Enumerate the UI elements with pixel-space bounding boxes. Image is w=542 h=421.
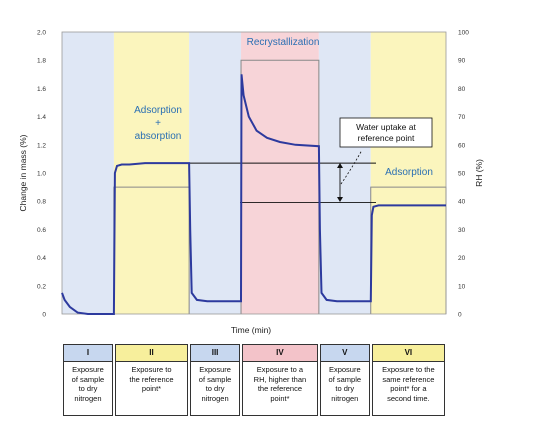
callout-text-2: reference point [358,133,415,143]
y-tick-label-right: 20 [458,255,466,262]
phase-description: Exposure to the same reference point* for … [373,362,444,406]
phase-table: I Exposure of sample to dry nitrogen II Exposu… [0,344,542,418]
y-tick-label-right: 10 [458,283,466,290]
phase-description-line: Exposure to [131,365,172,374]
phase-description: Exposure of sample to dry nitrogen [64,362,112,406]
y-tick-label-left: 1.0 [37,171,46,178]
phase-numeral: IV [243,345,317,362]
callout-leader [340,149,363,185]
y-tick-label-left: 1.4 [37,114,46,121]
y-tick-label-left: 2.0 [37,30,46,37]
y-tick-label-left: 0.2 [37,283,46,290]
left-axis-ticks: 0 0.2 0.4 0.6 0.8 1.0 1.2 1.4 1.6 1.8 2.0 [37,30,46,319]
phase-description-line: the reference [129,374,174,384]
phase-description: Exposure to a RH, higher than the referenc… [243,362,317,406]
reference-lines [189,162,376,204]
right-axis-ticks: 0 10 20 30 40 50 60 70 80 90 100 [458,30,469,319]
y-tick-label-right: 80 [458,86,466,93]
phase-description-line: Exposure [199,365,231,374]
label-adsorption: Adsorption [385,167,433,178]
callout-box: Water uptake at reference point [339,117,433,148]
phase-regions [62,32,446,314]
plot-frame [61,31,447,315]
region-VI [370,32,446,314]
phase-numeral: V [320,345,369,362]
phase-description-line: to dry [78,384,98,393]
callout-text-1: Water uptake at [356,122,416,132]
arrow-head-up [337,163,343,168]
y-tick-label-left: 1.6 [37,86,46,93]
phase-cell-V: V Exposure of sample to dry nitrogen [319,344,370,416]
region-V [318,32,371,314]
y-tick-label-left: 1.8 [37,58,46,65]
phase-description-line: to dry [205,384,225,393]
region-III [189,32,242,314]
phase-cell-IV: IV Exposure to a RH, higher than the refere… [242,344,318,416]
y-tick-label-right: 100 [458,30,469,37]
mass-change-chart: 0 0.2 0.4 0.6 0.8 1.0 1.2 1.4 1.6 1.8 2.0 0 10 20 30 4… [18,30,484,336]
phase-description-line: of sample [71,374,105,384]
label-adsorption-absorption-3: absorption [135,131,182,142]
phase-cell-III: III Exposure of sample to dry nitrogen [190,344,241,416]
phase-description-line: to dry [335,384,355,393]
x-axis-title: Time (min) [231,325,271,335]
region-I [62,32,114,314]
phase-description-line: RH, higher than [253,374,307,384]
phase-numeral: II [115,345,188,362]
phase-numeral: III [191,345,240,362]
y-tick-label-right: 70 [458,114,466,121]
label-adsorption-absorption-2: + [155,118,161,129]
phase-description-line: same reference [382,374,435,384]
y-tick-label-left: 1.2 [37,142,46,149]
phase-numeral: I [64,345,112,362]
y-tick-label-left: 0.8 [37,199,46,206]
phase-description-line: of sample [198,374,232,384]
region-II [113,32,190,314]
phase-description-line: the reference [257,384,303,393]
y-tick-label-left: 0 [42,312,46,319]
y-tick-label-right: 30 [458,227,466,234]
arrow-head-down [337,197,343,202]
phase-numeral: VI [372,345,444,362]
y-tick-label-right: 60 [458,142,466,149]
phase-description-line: Exposure to the [382,365,435,374]
y-tick-label-right: 0 [458,312,462,319]
mass-change-line [61,74,446,315]
phase-description-line: nitrogen [201,393,229,403]
y-tick-label-left: 0.4 [37,255,46,262]
y-tick-label-left: 0.6 [37,227,46,234]
phase-description-line: point* for a [390,384,427,393]
phase-description-line: second time. [387,393,430,403]
phase-description-line: nitrogen [331,393,359,403]
phase-description-line: Exposure to a [256,365,304,374]
y-tick-label-right: 50 [458,171,466,178]
label-adsorption-absorption-1: Adsorption [134,105,182,116]
region-IV [241,32,319,314]
phase-cell-I: I Exposure of sample to dry nitrogen [63,344,113,416]
y-axis-title-right: RH (%) [474,159,484,187]
phase-description-line: Exposure [72,365,104,374]
phase-description: Exposure to the reference point* [116,362,187,397]
phase-description-line: nitrogen [74,393,102,403]
phase-description: Exposure of sample to dry nitrogen [321,362,369,406]
phase-description-line: point* [270,393,290,403]
phase-description-line: point* [141,384,162,393]
label-recrystallization: Recrystallization [247,37,320,48]
phase-cell-II: II Exposure to the reference point* [114,344,189,416]
phase-cell-VI: VI Exposure to the same reference point* fo… [371,344,445,416]
y-axis-title-left: Change in mass (%) [18,134,28,211]
y-tick-label-right: 90 [458,58,466,65]
phase-description-line: of sample [328,374,362,384]
y-tick-label-right: 40 [458,199,466,206]
phase-description-line: Exposure [328,365,361,374]
phase-description: Exposure of sample to dry nitrogen [191,362,239,406]
